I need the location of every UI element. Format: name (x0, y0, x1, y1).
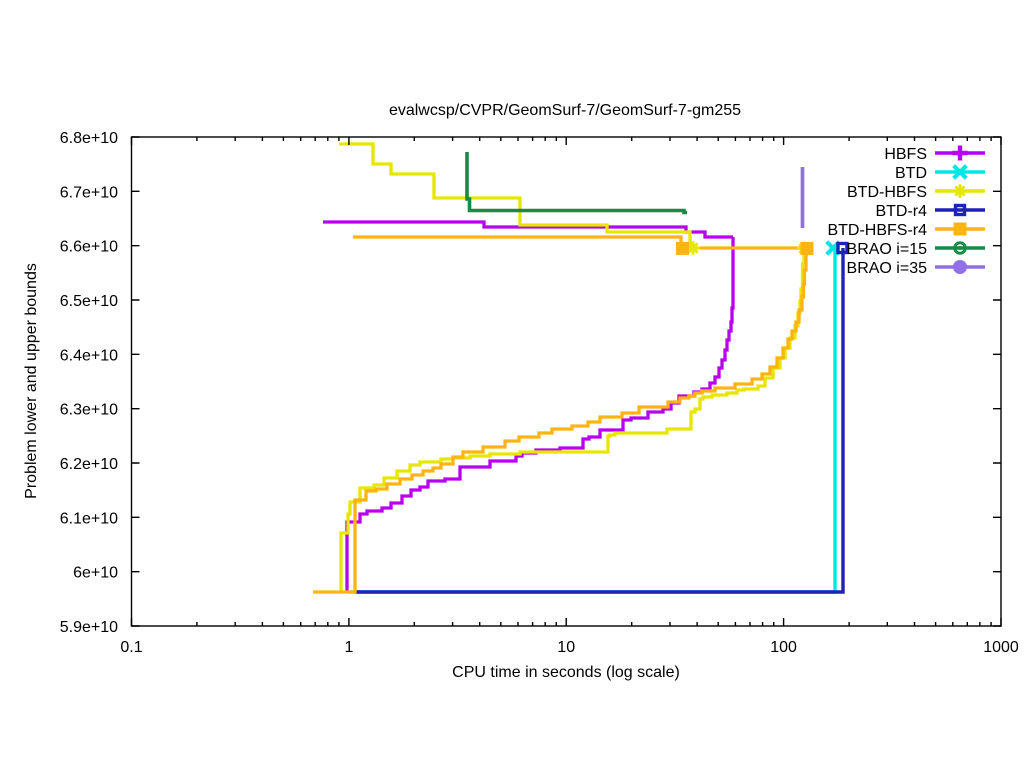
svg-text:BTD-r4: BTD-r4 (875, 203, 927, 220)
svg-text:CPU time in seconds (log scale: CPU time in seconds (log scale) (452, 664, 680, 681)
svg-text:BTD-HBFS: BTD-HBFS (847, 184, 927, 201)
svg-text:evalwcsp/CVPR/GeomSurf-7/GeomS: evalwcsp/CVPR/GeomSurf-7/GeomSurf-7-gm25… (389, 102, 741, 119)
svg-text:10: 10 (557, 639, 575, 656)
svg-text:5.9e+10: 5.9e+10 (60, 619, 118, 636)
svg-text:6.7e+10: 6.7e+10 (60, 184, 118, 201)
svg-text:BRAO i=15: BRAO i=15 (847, 241, 928, 258)
svg-text:BRAO i=35: BRAO i=35 (847, 260, 928, 277)
svg-text:6.3e+10: 6.3e+10 (60, 402, 118, 419)
svg-text:6.8e+10: 6.8e+10 (60, 130, 118, 147)
svg-text:1000: 1000 (983, 639, 1019, 656)
svg-text:6e+10: 6e+10 (73, 565, 118, 582)
svg-text:BTD: BTD (895, 165, 927, 182)
svg-text:6.1e+10: 6.1e+10 (60, 510, 118, 527)
svg-text:Problem lower and upper bounds: Problem lower and upper bounds (23, 263, 40, 499)
svg-text:1: 1 (344, 639, 353, 656)
svg-text:0.1: 0.1 (120, 639, 142, 656)
svg-text:HBFS: HBFS (884, 146, 927, 163)
svg-text:6.4e+10: 6.4e+10 (60, 347, 118, 364)
svg-text:6.5e+10: 6.5e+10 (60, 293, 118, 310)
svg-text:6.6e+10: 6.6e+10 (60, 239, 118, 256)
svg-text:BTD-HBFS-r4: BTD-HBFS-r4 (827, 222, 927, 239)
svg-text:6.2e+10: 6.2e+10 (60, 456, 118, 473)
svg-text:100: 100 (770, 639, 797, 656)
